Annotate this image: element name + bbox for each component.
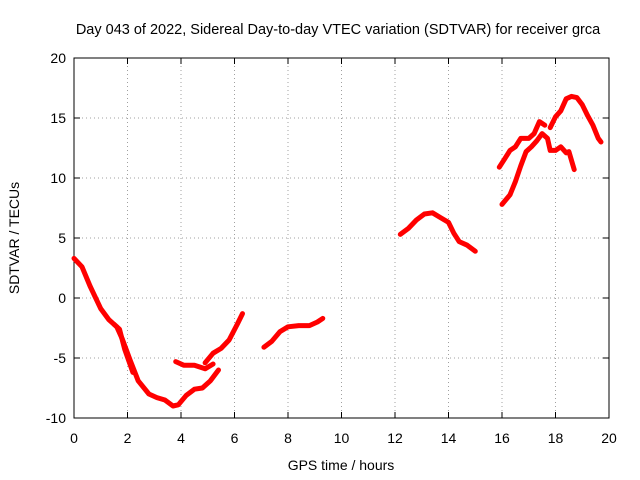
x-tick-label: 20 xyxy=(601,430,617,446)
x-tick-labels: 0 2 4 6 8 10 12 14 16 18 20 xyxy=(70,430,617,446)
series-arc-5 xyxy=(397,210,478,254)
x-tick-label: 8 xyxy=(284,430,292,446)
y-tick-label: 20 xyxy=(50,50,66,66)
series-arc-6 xyxy=(496,119,548,170)
x-tick-label: 18 xyxy=(548,430,564,446)
y-tick-labels: -10 -5 0 5 10 15 20 xyxy=(46,50,66,426)
y-tick-label: 5 xyxy=(58,230,66,246)
y-tick-label: -10 xyxy=(46,410,66,426)
x-tick-label: 14 xyxy=(441,430,457,446)
series-arc-1 xyxy=(71,255,221,409)
x-tick-label: 6 xyxy=(231,430,239,446)
series-arc-2 xyxy=(173,359,216,372)
chart-title: Day 043 of 2022, Sidereal Day-to-day VTE… xyxy=(76,22,601,38)
x-axis-label: GPS time / hours xyxy=(288,457,395,473)
y-tick-label: 0 xyxy=(58,290,66,306)
x-tick-label: 0 xyxy=(70,430,78,446)
x-tick-label: 16 xyxy=(494,430,510,446)
y-axis-label: SDTVAR / TECUs xyxy=(6,182,22,294)
grid-lines xyxy=(74,58,609,418)
x-tick-label: 4 xyxy=(177,430,185,446)
series-arc-8 xyxy=(547,93,604,145)
y-tick-label: 10 xyxy=(50,170,66,186)
series-arc-1b xyxy=(111,321,136,375)
series-arc-7 xyxy=(499,131,577,207)
y-tick-label: -5 xyxy=(54,350,67,366)
x-tick-label: 10 xyxy=(334,430,350,446)
plot-frame xyxy=(73,57,610,419)
series-arc-4 xyxy=(261,315,326,350)
data-series xyxy=(71,93,604,409)
x-tick-label: 2 xyxy=(124,430,132,446)
y-tick-label: 15 xyxy=(50,110,66,126)
series-arc-3 xyxy=(202,311,245,366)
x-tick-label: 12 xyxy=(387,430,403,446)
